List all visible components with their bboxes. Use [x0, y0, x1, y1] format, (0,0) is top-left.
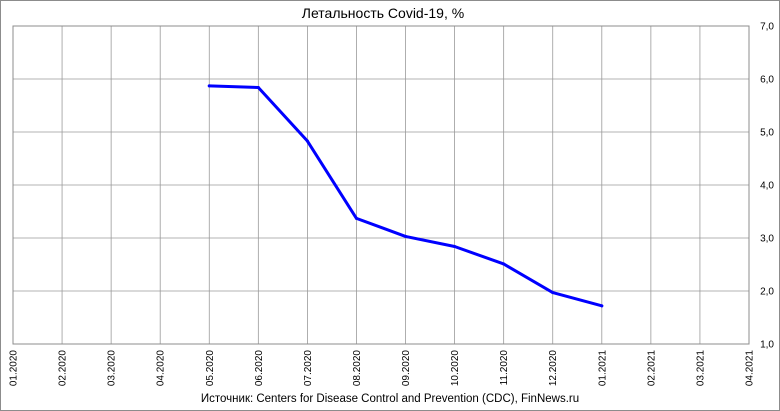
chart-title: Летальность Covid-19, %	[302, 5, 464, 21]
x-tick-label: 05.2020	[205, 350, 216, 387]
y-tick-label: 5,0	[760, 128, 774, 139]
x-tick-label: 01.2020	[9, 350, 20, 387]
x-tick-label: 03.2021	[695, 350, 706, 387]
x-tick-label: 01.2021	[597, 350, 608, 387]
y-tick-label: 7,0	[760, 22, 774, 33]
plot-area-border	[12, 25, 750, 345]
data-point	[256, 85, 260, 89]
y-tick-label: 2,0	[760, 287, 774, 298]
data-point	[551, 291, 555, 295]
y-tick-label: 4,0	[760, 181, 774, 192]
x-tick-label: 04.2021	[745, 350, 756, 387]
x-tick-label: 04.2020	[156, 350, 167, 387]
data-point	[502, 262, 506, 266]
y-tick-label: 1,0	[760, 340, 774, 351]
x-tick-label: 06.2020	[254, 350, 265, 387]
y-tick-label: 3,0	[760, 234, 774, 245]
source-note: Источник: Centers for Disease Control an…	[201, 393, 579, 405]
y-axis-ticks: 1,0 2,0 3,0 4,0 5,0 6,0 7,0	[760, 22, 774, 351]
data-point	[305, 139, 309, 143]
x-tick-label: 10.2020	[450, 350, 461, 387]
x-tick-label: 02.2020	[58, 350, 69, 387]
x-tick-label: 02.2021	[646, 350, 657, 387]
x-tick-label: 12.2020	[548, 350, 559, 387]
x-tick-label: 03.2020	[107, 350, 118, 387]
x-axis-ticks: 01.2020 02.2020 03.2020 04.2020 05.2020 06.20…	[9, 350, 756, 387]
data-point	[207, 84, 211, 88]
y-tick-label: 6,0	[760, 75, 774, 86]
data-point	[354, 216, 358, 220]
x-tick-label: 07.2020	[303, 350, 314, 387]
x-tick-label: 11.2020	[499, 350, 510, 386]
x-tick-label: 09.2020	[401, 350, 412, 387]
data-point	[453, 244, 457, 248]
data-point	[600, 304, 604, 308]
series-layer	[207, 84, 604, 308]
x-tick-label: 08.2020	[352, 350, 363, 387]
data-point	[404, 234, 408, 238]
grid-lines	[12, 25, 750, 345]
